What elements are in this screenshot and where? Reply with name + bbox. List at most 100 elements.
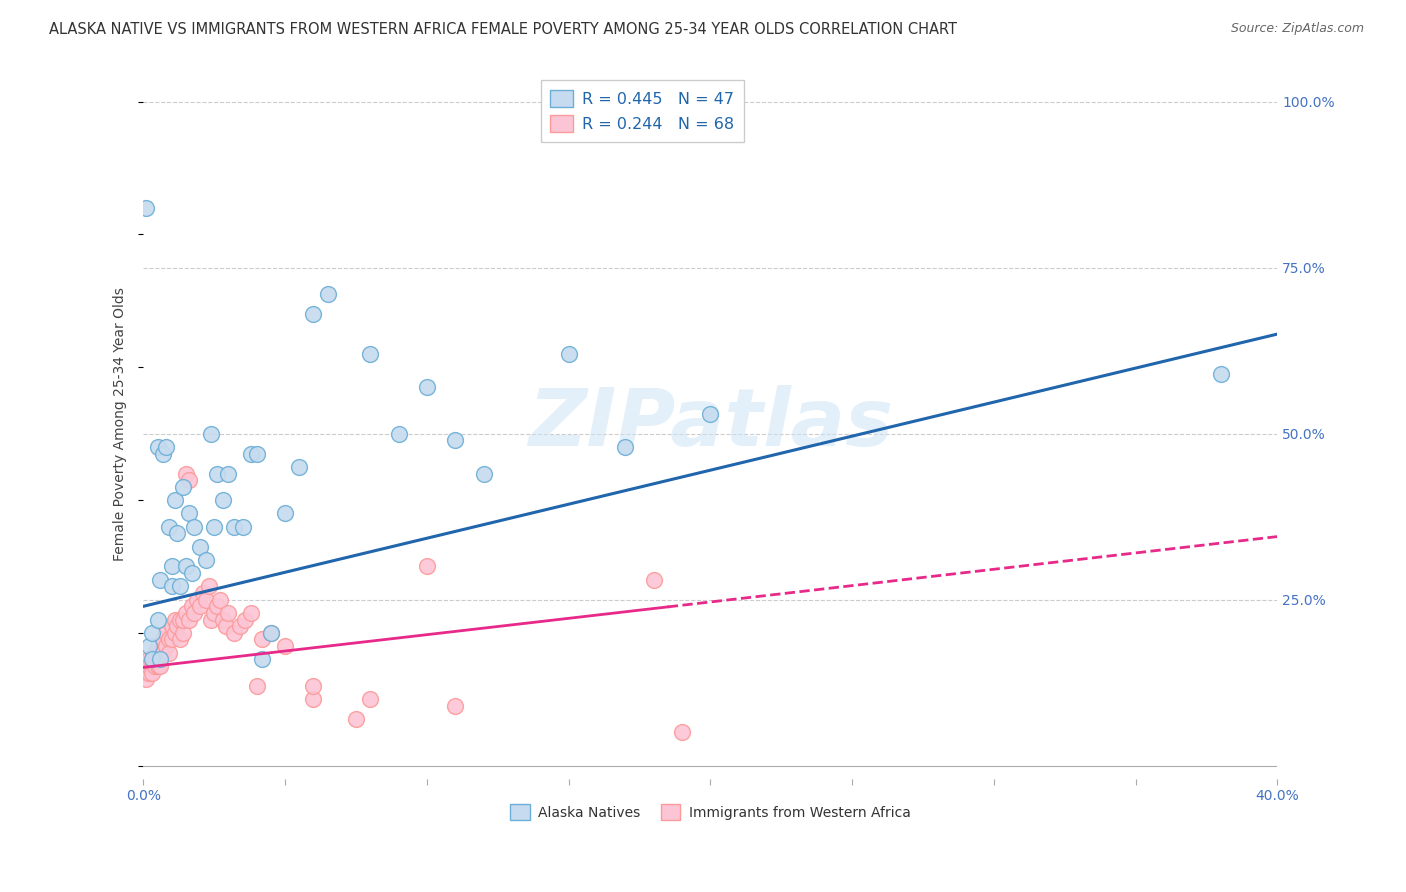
Point (138, 639, 160, 653)
Point (214, 619, 236, 633)
Point (240, 447, 263, 461)
Point (172, 480, 194, 494)
Point (152, 639, 174, 653)
Point (146, 613, 169, 627)
Point (157, 632, 180, 647)
Point (160, 559, 183, 574)
Point (160, 632, 183, 647)
Point (252, 632, 274, 647)
Point (141, 652, 163, 666)
Point (172, 613, 194, 627)
Point (157, 646, 180, 660)
Point (316, 287, 339, 301)
Point (138, 652, 160, 666)
Point (135, 673, 157, 687)
Point (416, 559, 439, 574)
Point (149, 652, 172, 666)
Point (163, 625, 186, 640)
Point (152, 447, 174, 461)
Text: ALASKA NATIVE VS IMMIGRANTS FROM WESTERN AFRICA FEMALE POVERTY AMONG 25-34 YEAR : ALASKA NATIVE VS IMMIGRANTS FROM WESTERN… (49, 22, 957, 37)
Point (141, 665, 163, 680)
Point (146, 639, 169, 653)
Point (194, 592, 217, 607)
Point (217, 467, 239, 481)
Point (183, 519, 205, 533)
Point (155, 440, 177, 454)
Point (217, 606, 239, 620)
Point (143, 659, 166, 673)
Point (163, 613, 186, 627)
Point (416, 380, 439, 394)
Point (302, 692, 325, 706)
Point (155, 639, 177, 653)
Point (174, 467, 197, 481)
Point (135, 659, 157, 673)
Point (141, 625, 163, 640)
Text: ZIPatlas: ZIPatlas (527, 384, 893, 463)
Point (200, 426, 222, 441)
Point (149, 646, 172, 660)
Point (1209, 367, 1232, 381)
Point (472, 467, 495, 481)
Point (202, 606, 225, 620)
Point (141, 659, 163, 673)
Point (232, 519, 254, 533)
Point (359, 692, 381, 706)
Point (177, 473, 200, 487)
Point (163, 493, 186, 508)
Point (205, 599, 228, 614)
Point (146, 440, 169, 454)
Point (169, 579, 191, 593)
Point (169, 632, 191, 647)
Point (260, 625, 283, 640)
Point (135, 201, 157, 215)
Point (200, 613, 222, 627)
Point (699, 407, 721, 421)
Point (172, 625, 194, 640)
Point (246, 679, 269, 693)
Point (444, 434, 467, 448)
Point (180, 599, 202, 614)
Point (240, 606, 263, 620)
Point (152, 646, 174, 660)
Point (138, 665, 160, 680)
Point (359, 347, 381, 361)
Point (135, 665, 157, 680)
Point (194, 553, 217, 567)
Point (143, 652, 166, 666)
Point (149, 573, 172, 587)
Point (235, 613, 257, 627)
Point (149, 659, 172, 673)
Point (149, 652, 172, 666)
Point (302, 307, 325, 321)
Point (177, 613, 200, 627)
Point (166, 526, 188, 541)
Point (344, 712, 367, 726)
Point (180, 566, 202, 580)
Point (246, 447, 269, 461)
Point (186, 592, 208, 607)
Point (138, 659, 160, 673)
Point (174, 606, 197, 620)
Point (288, 459, 311, 474)
Point (205, 467, 228, 481)
Point (188, 599, 211, 614)
Point (260, 625, 283, 640)
Point (166, 619, 188, 633)
Point (224, 625, 246, 640)
Point (191, 586, 214, 600)
Point (160, 619, 183, 633)
Y-axis label: Female Poverty Among 25-34 Year Olds: Female Poverty Among 25-34 Year Olds (114, 287, 128, 561)
Point (202, 519, 225, 533)
Point (643, 573, 665, 587)
Point (152, 632, 174, 647)
Point (188, 540, 211, 554)
Point (302, 679, 325, 693)
Point (169, 613, 191, 627)
Legend: Alaska Natives, Immigrants from Western Africa: Alaska Natives, Immigrants from Western … (505, 799, 917, 825)
Point (174, 559, 197, 574)
Point (143, 646, 166, 660)
Point (155, 625, 177, 640)
Point (274, 506, 297, 520)
Point (444, 698, 467, 713)
